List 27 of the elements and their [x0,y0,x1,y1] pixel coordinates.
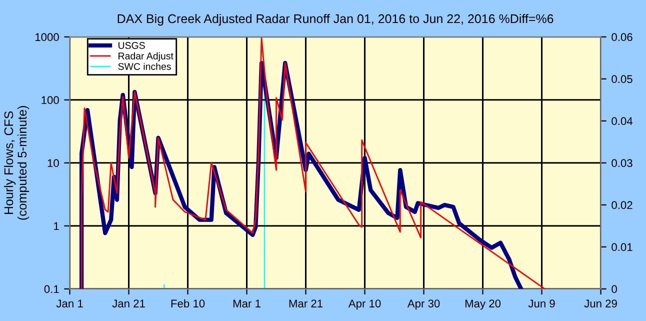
y2-tick-label: 0.06 [612,33,632,42]
y-axis-title: Hourly Flows, CFS (computed 5-minute) [4,106,30,220]
y2-tick-label: 0.03 [612,159,632,168]
legend-label: Radar Adjust [118,52,174,62]
x-tick-label: May 20 [465,300,501,310]
y-tick-label: 0.1 [44,285,59,294]
y2-tick-label: 0.02 [612,201,632,210]
y2-tick-label: 0.05 [612,75,632,84]
x-tick-label: Jun 29 [584,300,617,308]
y2-tick-label: 0.01 [612,243,632,252]
x-tick-label: Mar 1 [233,300,260,308]
y-tick-label: 10 [48,159,59,168]
legend-label: SWC inches [118,62,171,70]
x-tick-label: Jan 1 [56,300,83,308]
y-tick-label: 1 [54,222,59,230]
x-tick-label: Jan 21 [112,300,145,308]
chart-title: DAX Big Creek Adjusted Radar Runoff Jan 01, 2016 to Jun 22, 2016 %Diff=%6 [118,14,554,26]
x-tick-label: Apr 30 [407,300,440,310]
y-tick-label: 1000 [35,33,59,42]
y2-tick-label: 0 [612,285,617,294]
y-tick-label: 100 [42,96,59,104]
x-tick-label: Mar 21 [289,300,323,308]
x-tick-label: Feb 10 [171,299,205,308]
x-tick-label: Jun 9 [528,300,555,308]
y2-tick-label: 0.04 [612,117,632,126]
legend-label: USGS [118,42,145,49]
x-tick-label: Apr 10 [348,300,381,310]
